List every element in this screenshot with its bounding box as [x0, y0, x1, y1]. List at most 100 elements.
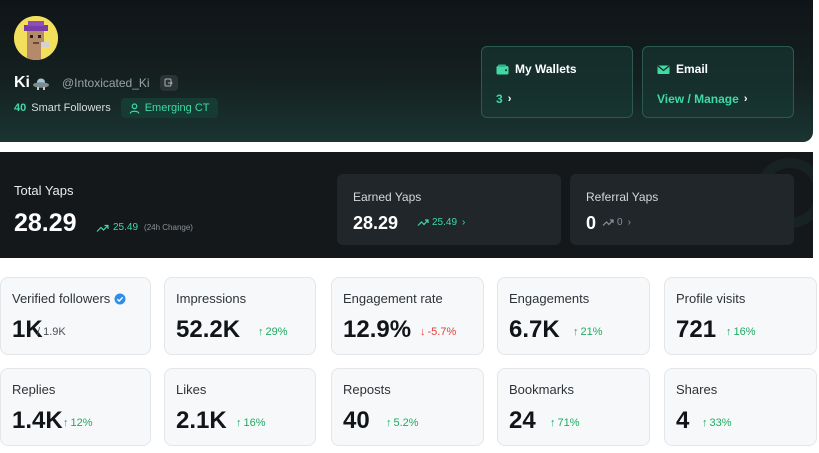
- handle: @Intoxicated_Ki: [62, 76, 150, 90]
- profile-header: Ki @Intoxicated_Ki 40 Smart Followers: [0, 0, 813, 142]
- trend-up-icon: [602, 219, 614, 226]
- smart-followers-label: Smart Followers: [31, 102, 111, 114]
- stat-card-engagements[interactable]: Engagements 6.7K ↑ 21%: [497, 277, 650, 355]
- stat-change-value: 33%: [709, 417, 732, 429]
- referral-yaps-value: 0: [586, 213, 597, 233]
- referral-yaps-card[interactable]: Referral Yaps 0 0 ›: [570, 174, 794, 245]
- earned-yaps-value: 28.29: [353, 213, 399, 233]
- stat-value: 12.9%: [343, 316, 412, 343]
- email-title-text: Email: [676, 62, 709, 76]
- display-name: Ki: [14, 74, 30, 91]
- earned-yaps-card[interactable]: Earned Yaps 28.29 25.49 ›: [337, 174, 561, 245]
- stat-change-value: 12%: [70, 417, 93, 429]
- arrow-up-icon: ↑: [550, 417, 556, 429]
- stat-change: ↑ 16%: [726, 326, 756, 338]
- followers-row: 40 Smart Followers Emerging CT: [14, 97, 218, 119]
- stat-label-text: Verified followers: [12, 291, 111, 306]
- copy-icon: [164, 78, 173, 87]
- stat-card-shares[interactable]: Shares 4 ↑ 33%: [664, 368, 817, 446]
- stat-label: Engagements: [509, 291, 589, 306]
- user-icon: [129, 102, 140, 114]
- stat-change: ↑ 12%: [63, 417, 93, 429]
- total-yaps-change-value: 25.49: [113, 222, 139, 233]
- mail-icon: [657, 65, 670, 74]
- stat-label: Bookmarks: [509, 382, 574, 397]
- arrow-up-icon: ↑: [258, 326, 264, 338]
- stat-label: Impressions: [176, 291, 246, 306]
- stat-label: Shares: [676, 382, 717, 397]
- stat-card-likes[interactable]: Likes 2.1K ↑ 16%: [164, 368, 316, 446]
- stat-change-value: 71%: [557, 417, 580, 429]
- arrow-up-icon: ↑: [386, 417, 392, 429]
- trend-up-icon: [417, 219, 429, 226]
- stat-card-verified-followers[interactable]: Verified followers 1K/ 1.9K: [0, 277, 151, 355]
- stat-card-profile-visits[interactable]: Profile visits 721 ↑ 16%: [664, 277, 817, 355]
- stat-label-text: Engagements: [509, 291, 590, 306]
- badge-label: Emerging CT: [144, 102, 210, 114]
- stat-label-text: Impressions: [176, 291, 247, 306]
- stat-card-replies[interactable]: Replies 1.4K ↑ 12%: [0, 368, 151, 446]
- earned-yaps-label: Earned Yaps: [353, 190, 422, 204]
- copy-handle-button[interactable]: [159, 75, 178, 91]
- chevron-right-icon: ›: [462, 217, 466, 228]
- stat-label-text: Reposts: [343, 382, 391, 397]
- stat-label: Replies: [12, 382, 55, 397]
- stat-value: 721: [676, 316, 717, 343]
- arrow-up-icon: ↑: [236, 417, 242, 429]
- email-card[interactable]: Email View / Manage ›: [642, 46, 794, 118]
- verified-badge-icon: [114, 293, 126, 304]
- stat-label: Verified followers: [12, 291, 126, 306]
- stat-value: 4: [676, 407, 690, 434]
- stat-label-text: Replies: [12, 382, 56, 397]
- stat-card-bookmarks[interactable]: Bookmarks 24 ↑ 71%: [497, 368, 650, 446]
- stat-change: ↑ 33%: [702, 417, 732, 429]
- avatar[interactable]: [14, 16, 58, 60]
- emerging-ct-badge[interactable]: Emerging CT: [120, 98, 218, 118]
- stat-change-value: 29%: [265, 326, 288, 338]
- wallets-title-text: My Wallets: [515, 62, 577, 76]
- arrow-up-icon: ↑: [702, 417, 708, 429]
- stat-value: 6.7K: [509, 316, 560, 343]
- arrow-up-icon: ↑: [63, 417, 69, 429]
- chevron-right-icon: ›: [507, 93, 512, 105]
- earned-yaps-change-value: 25.49: [432, 217, 458, 228]
- stat-label-text: Shares: [676, 382, 718, 397]
- stat-change-value: 5.2%: [393, 417, 419, 429]
- stat-value: 2.1K: [176, 407, 227, 434]
- chevron-right-icon: ›: [743, 93, 748, 105]
- stat-value: 1K: [12, 316, 43, 343]
- email-manage-link[interactable]: View / Manage ›: [657, 92, 747, 106]
- stat-change: ↑ 16%: [236, 417, 266, 429]
- stat-secondary-text: / 1.9K: [37, 326, 66, 338]
- stat-change: ↓ -5.7%: [420, 326, 456, 338]
- trend-up-icon: [96, 224, 109, 232]
- profile-name-row: Ki @Intoxicated_Ki: [14, 73, 178, 93]
- stat-label-text: Profile visits: [676, 291, 746, 306]
- wallets-title: My Wallets: [496, 62, 577, 76]
- avatar-image: [14, 16, 58, 60]
- wallets-count-link[interactable]: 3 ›: [496, 92, 511, 106]
- stat-change: ↑ 29%: [258, 326, 288, 338]
- arrow-up-icon: ↑: [573, 326, 579, 338]
- stat-label: Profile visits: [676, 291, 745, 306]
- total-yaps-change-note: (24h Change): [144, 223, 193, 232]
- total-yaps-label: Total Yaps: [14, 183, 74, 198]
- stat-card-engagement-rate[interactable]: Engagement rate 12.9% ↓ -5.7%: [331, 277, 484, 355]
- smart-followers-count: 40: [14, 102, 27, 114]
- email-manage-label: View / Manage: [657, 92, 739, 106]
- stat-card-impressions[interactable]: Impressions 52.2K ↑ 29%: [164, 277, 316, 355]
- referral-yaps-change: 0 ›: [602, 217, 631, 228]
- referral-yaps-change-value: 0: [617, 217, 623, 228]
- wallets-count: 3: [496, 92, 503, 106]
- stat-change-value: 16%: [733, 326, 756, 338]
- stat-card-reposts[interactable]: Reposts 40 ↑ 5.2%: [331, 368, 484, 446]
- stat-secondary: / 1.9K: [37, 326, 66, 338]
- stat-label: Engagement rate: [343, 291, 443, 306]
- stat-change-value: 16%: [243, 417, 266, 429]
- stat-label: Likes: [176, 382, 206, 397]
- wallets-card[interactable]: My Wallets 3 ›: [481, 46, 633, 118]
- stat-value: 52.2K: [176, 316, 241, 343]
- stat-change: ↑ 5.2%: [386, 417, 419, 429]
- arrow-up-icon: ↑: [726, 326, 732, 338]
